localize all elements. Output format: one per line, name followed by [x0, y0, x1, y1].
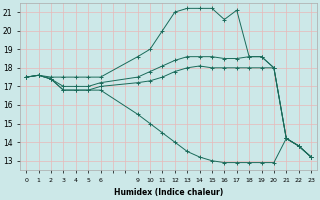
X-axis label: Humidex (Indice chaleur): Humidex (Indice chaleur) [114, 188, 223, 197]
